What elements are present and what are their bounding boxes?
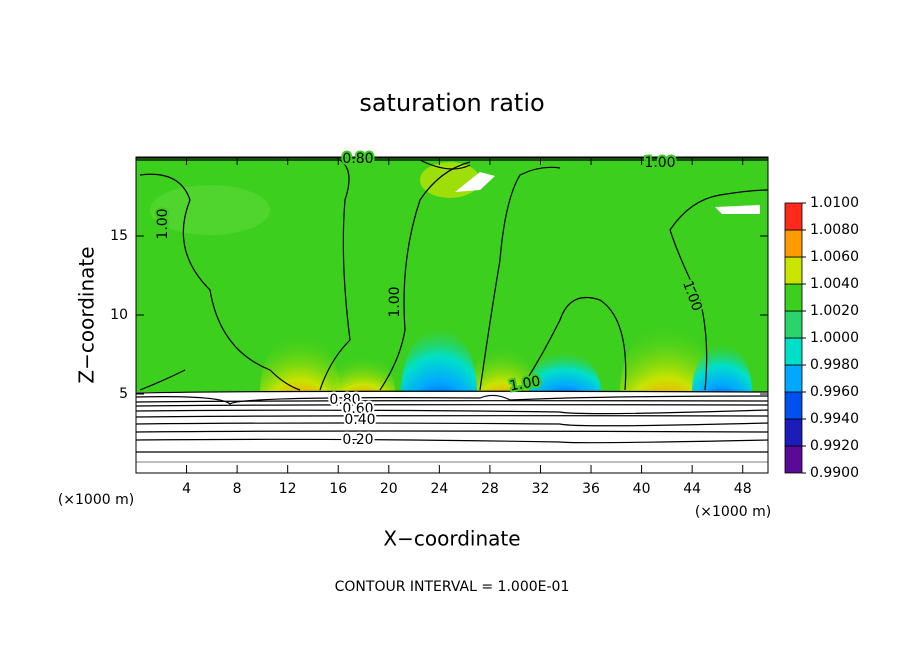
y-tick-label: 10	[110, 307, 128, 323]
colorbar-band	[784, 364, 803, 393]
y-tick-label: 15	[110, 228, 128, 244]
contour-label: 1.00	[387, 286, 403, 317]
colorbar-tick-label: 1.0020	[810, 303, 859, 319]
x-axis-label: X−coordinate	[383, 527, 520, 551]
contour-label: 0.80	[342, 151, 373, 167]
x-tick-label: 16	[329, 481, 347, 497]
contour-field	[136, 157, 768, 473]
colorbar-tick-label: 1.0100	[810, 195, 859, 211]
x-tick-label: 4	[182, 481, 191, 497]
y-tick-label: 5	[119, 386, 128, 402]
y-axis-label: Z−coordinate	[75, 246, 99, 383]
colorbar-tick-label: 1.0060	[810, 249, 859, 265]
x-tick-label: 36	[582, 481, 600, 497]
x-tick-label: 12	[279, 481, 297, 497]
colorbar-tick-label: 0.9980	[810, 357, 859, 373]
contour-label: 0.80	[329, 392, 360, 408]
colorbar-band	[784, 229, 803, 258]
colorbar-tick-label: 1.0080	[810, 222, 859, 238]
contour-label: 1.00	[644, 155, 675, 171]
x-tick-label: 20	[380, 481, 398, 497]
contour-label: 0.20	[342, 432, 373, 448]
x-tick-label: 24	[430, 481, 448, 497]
x-tick-label: 40	[633, 481, 651, 497]
contour-label: 0.60	[342, 401, 373, 417]
colorbar-tick-label: 0.9900	[810, 465, 859, 481]
x-tick-label: 48	[734, 481, 752, 497]
x-tick-label: 44	[683, 481, 701, 497]
colorbar-tick-label: 0.9940	[810, 411, 859, 427]
colorbar-band	[784, 445, 803, 474]
contour-label: 0.40	[344, 412, 375, 428]
colorbar-band	[784, 391, 803, 420]
contour-label: 1.00	[155, 208, 171, 239]
colorbar-band	[784, 337, 803, 366]
colorbar-tick-label: 1.0040	[810, 276, 859, 292]
x-unit-label: (×1000 m)	[695, 504, 771, 520]
colorbar-band	[784, 418, 803, 447]
chart-title: saturation ratio	[359, 89, 544, 117]
colorbar-band	[784, 310, 803, 339]
colorbar-tick-label: 1.0000	[810, 330, 859, 346]
footer-note: CONTOUR INTERVAL = 1.000E-01	[335, 579, 570, 595]
x-tick-label: 28	[481, 481, 499, 497]
colorbar-band	[784, 283, 803, 312]
colorbar-band	[784, 256, 803, 285]
x-tick-label: 32	[532, 481, 550, 497]
colorbar-band	[784, 202, 803, 231]
colorbar-tick-label: 0.9920	[810, 438, 859, 454]
colorbar-tick-label: 0.9960	[810, 384, 859, 400]
x-tick-label: 8	[233, 481, 242, 497]
x-unit-label: (×1000 m)	[58, 492, 134, 508]
